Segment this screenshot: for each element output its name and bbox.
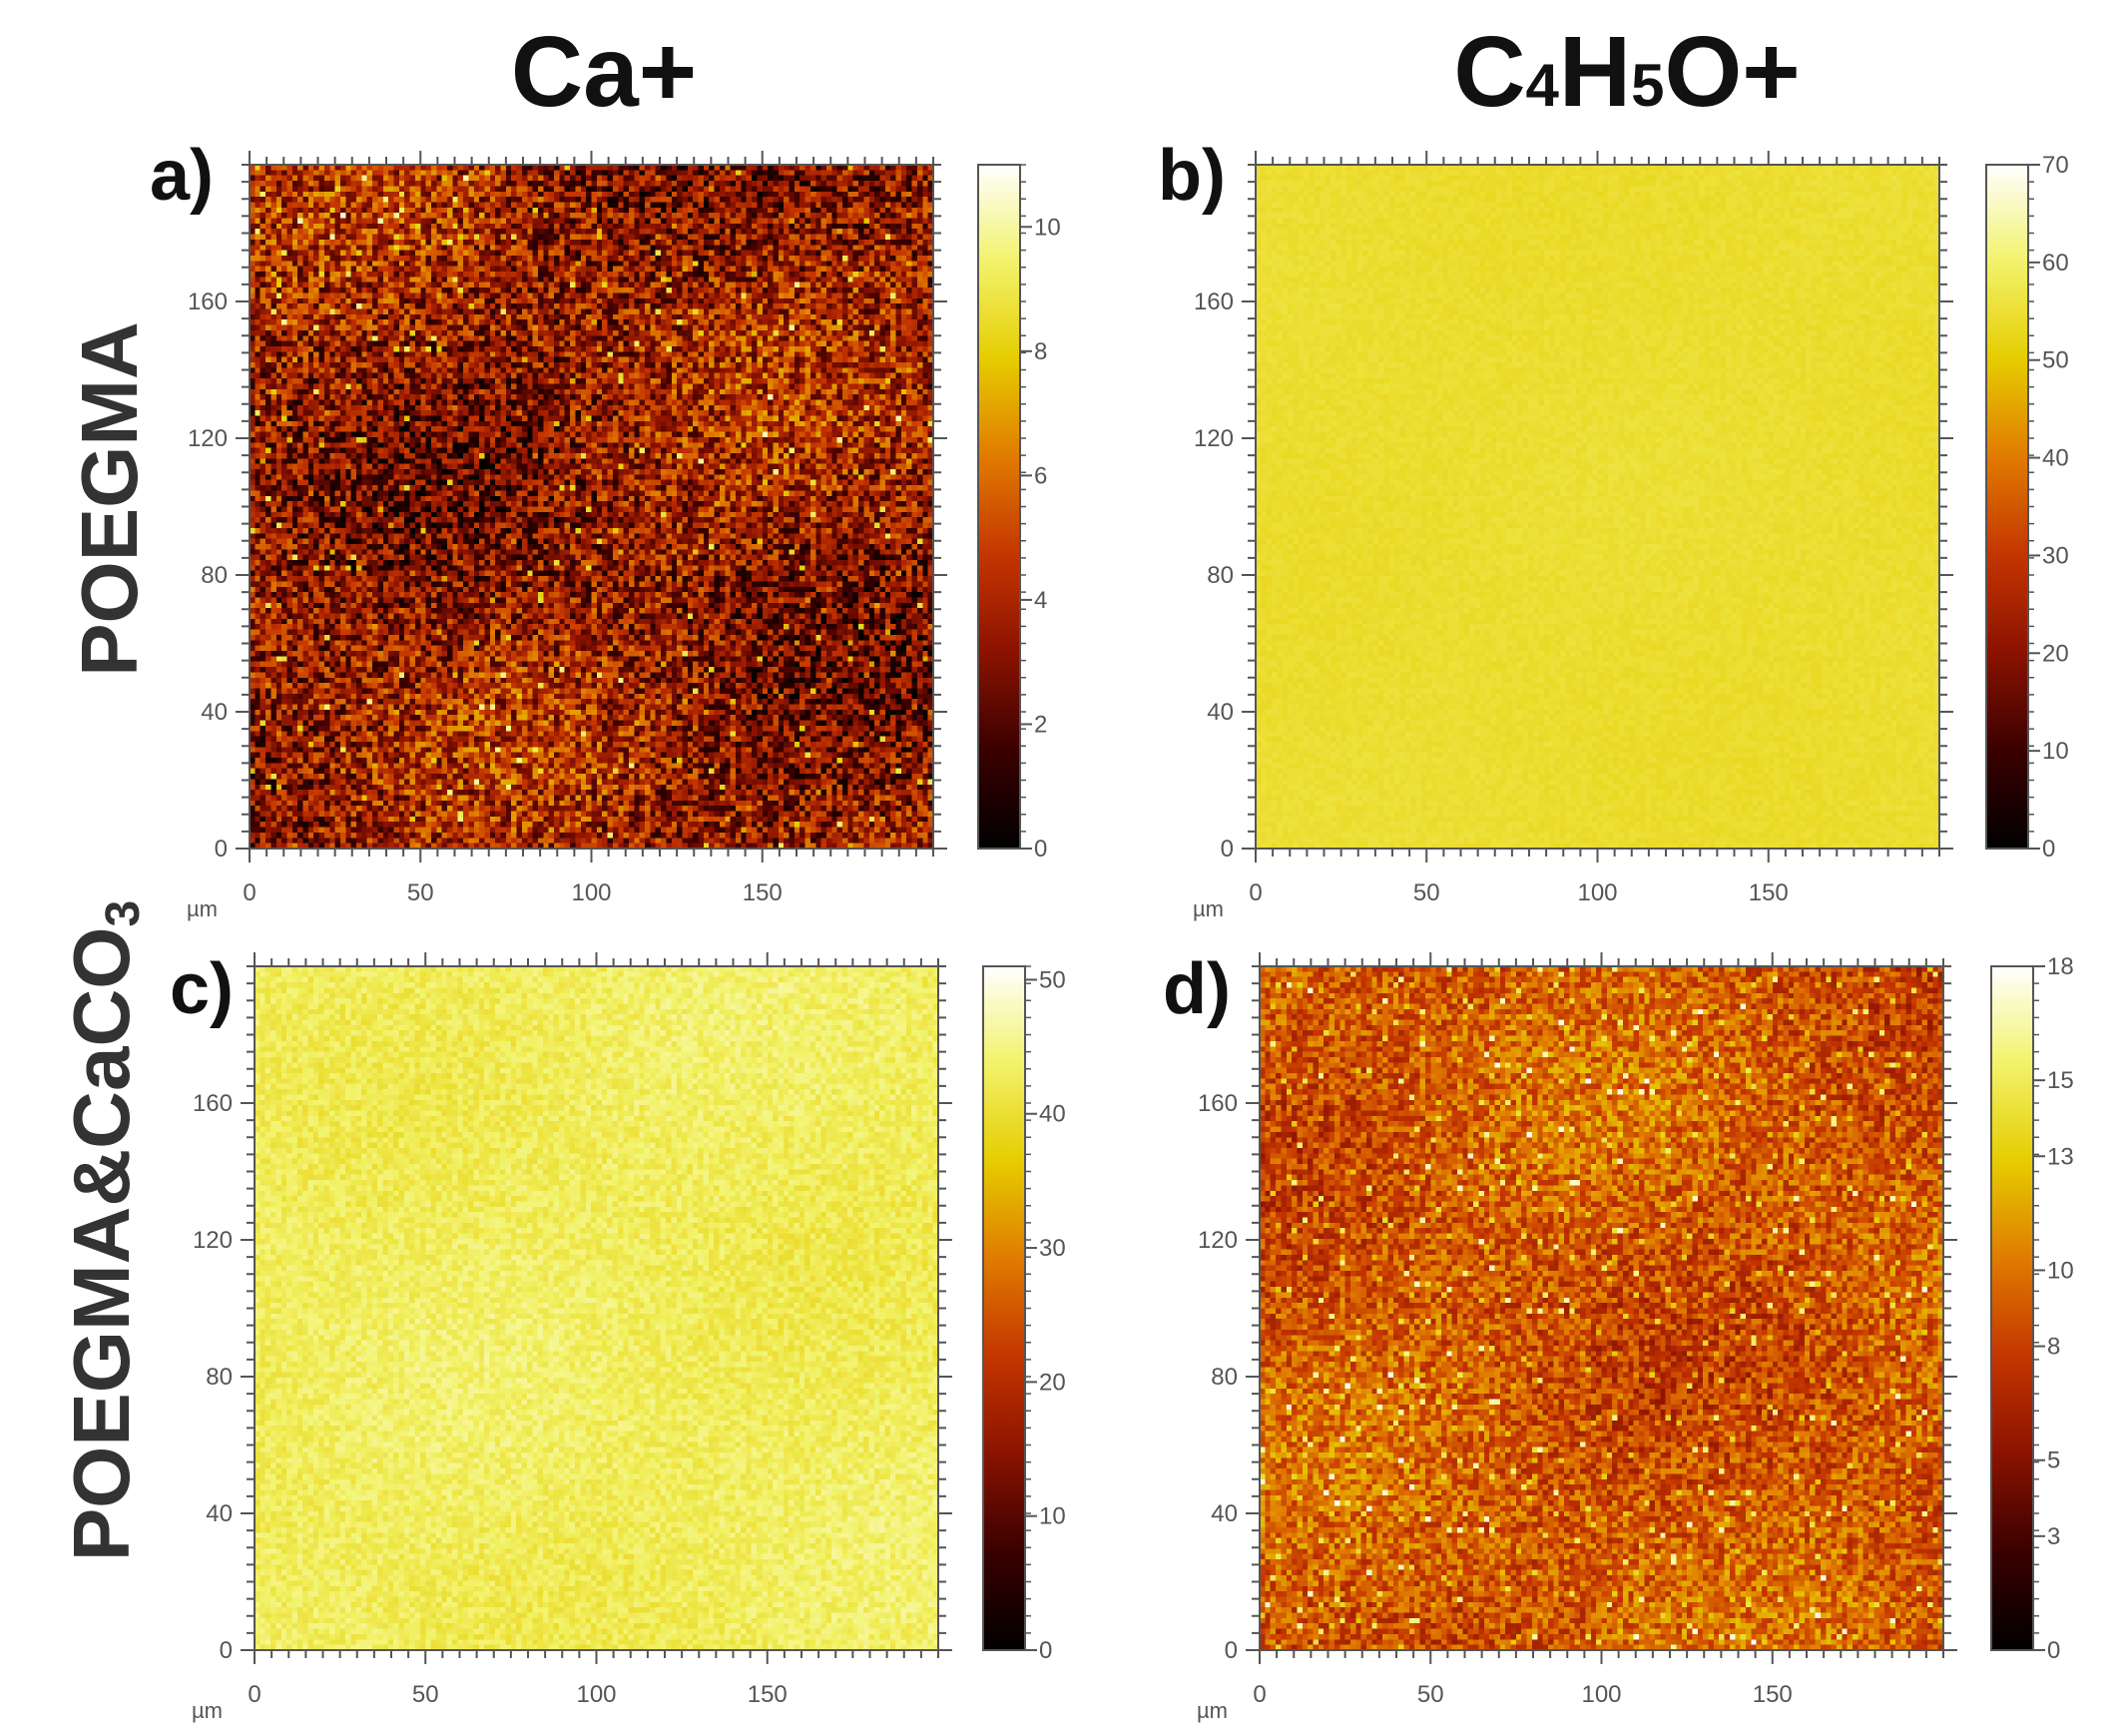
panel-c-x-tick-label: 150: [748, 1681, 788, 1708]
panel-c-y-tick-label: 160: [193, 1090, 233, 1117]
panel-d-colorbar-tick-label: 0: [2047, 1637, 2060, 1664]
panel-a-label: a): [150, 136, 215, 216]
panel-d-heatmap-pixels: [1260, 966, 1943, 1650]
panel-d-colorbar-tick-label: 15: [2047, 1067, 2074, 1094]
panel-c-x-tick-label: 100: [576, 1681, 616, 1708]
panel-a-x-tick-label: 0: [243, 879, 256, 906]
panel-c-colorbar-tick-label: 50: [1039, 966, 1066, 993]
panel-c-colorbar-tick-label: 20: [1039, 1369, 1066, 1396]
panel-a-x-tick-label: 150: [743, 879, 783, 906]
column-title-c4h5o-part1: C: [1453, 16, 1526, 128]
panel-c-y-tick-label: 80: [206, 1364, 233, 1391]
column-title-c4h5o-sub2: 5: [1631, 52, 1665, 119]
panel-a-y-tick-label: 0: [215, 836, 228, 863]
panel-d-y-tick-label: 80: [1211, 1364, 1238, 1391]
panel-a-x-tick-label: 100: [571, 879, 611, 906]
column-title-ca-text: Ca+: [510, 16, 698, 128]
panel-c-colorbar-tick-label: 0: [1039, 1637, 1052, 1664]
panel-a-y-tick-label: 40: [201, 699, 228, 726]
panel-b-y-tick-label: 120: [1194, 425, 1234, 452]
panel-d-colorbar-tick-label: 8: [2047, 1334, 2060, 1361]
panel-b-y-tick-label: 80: [1207, 562, 1234, 589]
panel-b-x-axis-unit: µm: [1193, 896, 1224, 921]
column-title-c4h5o: C4H5O+: [1278, 22, 1976, 122]
panel-a-colorbar-tick-label: 6: [1034, 462, 1047, 489]
panel-c-x-tick-label: 0: [248, 1681, 261, 1708]
panel-b-colorbar-tick-label: 40: [2042, 445, 2069, 472]
panel-c-y-tick-label: 40: [206, 1500, 233, 1527]
panel-d-colorbar-tick-label: 13: [2047, 1143, 2074, 1170]
panel-d-y-tick-label: 0: [1225, 1637, 1238, 1664]
panel-a-colorbar-tick-label: 4: [1034, 587, 1047, 614]
panel-b-x-tick-label: 0: [1249, 879, 1262, 906]
panel-b-colorbar: [1985, 164, 2029, 850]
panel-d-x-tick-label: 150: [1753, 1681, 1793, 1708]
row-title-poegma-caco3-sub: 3: [97, 899, 150, 927]
panel-d-x-tick-label: 50: [1417, 1681, 1444, 1708]
panel-d-colorbar-tick-label: 10: [2047, 1257, 2074, 1284]
panel-a-colorbar: [977, 164, 1021, 850]
panel-b-colorbar-tick-label: 20: [2042, 640, 2069, 667]
panel-d-label: d): [1163, 949, 1231, 1029]
panel-b-x-tick-label: 50: [1413, 879, 1440, 906]
panel-d-x-tick-label: 100: [1581, 1681, 1621, 1708]
panel-c-colorbar-tick-label: 40: [1039, 1101, 1066, 1128]
panel-b-colorbar-tick-label: 70: [2042, 152, 2069, 179]
panel-c-y-tick-label: 120: [193, 1227, 233, 1254]
row-title-poegma: POEGMA: [65, 260, 154, 739]
panel-d-colorbar-tick-label: 3: [2047, 1523, 2060, 1550]
panel-b-y-tick-label: 160: [1194, 289, 1234, 315]
row-title-poegma-caco3: POEGMA&CaCO3: [57, 752, 150, 1710]
panel-c-label: c): [170, 949, 235, 1029]
panel-a-x-tick-label: 50: [407, 879, 434, 906]
panel-c-colorbar-tick-label: 10: [1039, 1503, 1066, 1530]
panel-d-y-tick-label: 120: [1198, 1227, 1238, 1254]
panel-a-colorbar-tick-label: 0: [1034, 836, 1047, 863]
panel-b-label: b): [1158, 136, 1226, 216]
panel-a-x-axis-unit: µm: [187, 896, 218, 921]
panel-a-colorbar-tick-label: 8: [1034, 338, 1047, 365]
panel-c-x-axis-unit: µm: [192, 1698, 223, 1723]
column-title-c4h5o-part3: O+: [1664, 16, 1801, 128]
panel-a-colorbar-tick-label: 10: [1034, 214, 1061, 241]
panel-d-heatmap: [1260, 966, 1943, 1650]
panel-a-y-tick-label: 120: [188, 425, 228, 452]
panel-c-heatmap-pixels: [255, 966, 938, 1650]
row-title-poegma-text: POEGMA: [65, 321, 154, 677]
panel-b-y-tick-label: 40: [1207, 699, 1234, 726]
panel-b-colorbar-tick-label: 60: [2042, 250, 2069, 277]
panel-d-x-axis-unit: µm: [1197, 1698, 1228, 1723]
panel-b-y-tick-label: 0: [1221, 836, 1234, 863]
panel-b-colorbar-tick-label: 10: [2042, 738, 2069, 765]
panel-b-colorbar-tick-label: 30: [2042, 542, 2069, 569]
panel-b-heatmap: [1256, 165, 1939, 849]
panel-a-heatmap: [250, 165, 933, 849]
panel-c-heatmap: [255, 966, 938, 1650]
panel-a-colorbar-tick-label: 2: [1034, 711, 1047, 738]
row-title-poegma-caco3-text: POEGMA&CaCO: [57, 926, 146, 1562]
panel-b-x-tick-label: 150: [1749, 879, 1789, 906]
panel-b-x-tick-label: 100: [1577, 879, 1617, 906]
panel-d-x-tick-label: 0: [1253, 1681, 1266, 1708]
panel-b-colorbar-tick-label: 0: [2042, 836, 2055, 863]
panel-c-colorbar-tick-label: 30: [1039, 1235, 1066, 1262]
panel-c-y-tick-label: 0: [220, 1637, 233, 1664]
panel-a-heatmap-pixels: [250, 165, 933, 849]
panel-d-colorbar-tick-label: 5: [2047, 1447, 2060, 1474]
panel-b-heatmap-pixels: [1256, 165, 1939, 849]
panel-b-colorbar-tick-label: 50: [2042, 347, 2069, 374]
panel-d-colorbar: [1990, 965, 2034, 1651]
panel-d-colorbar-tick-label: 18: [2047, 953, 2074, 980]
column-title-ca: Ca+: [255, 22, 953, 122]
panel-d-y-tick-label: 40: [1211, 1500, 1238, 1527]
column-title-c4h5o-sub1: 4: [1525, 52, 1559, 119]
column-title-c4h5o-part2: H: [1558, 16, 1632, 128]
panel-a-y-tick-label: 80: [201, 562, 228, 589]
panel-c-x-tick-label: 50: [412, 1681, 439, 1708]
panel-c-colorbar: [982, 965, 1026, 1651]
panel-d-y-tick-label: 160: [1198, 1090, 1238, 1117]
panel-a-y-tick-label: 160: [188, 289, 228, 315]
